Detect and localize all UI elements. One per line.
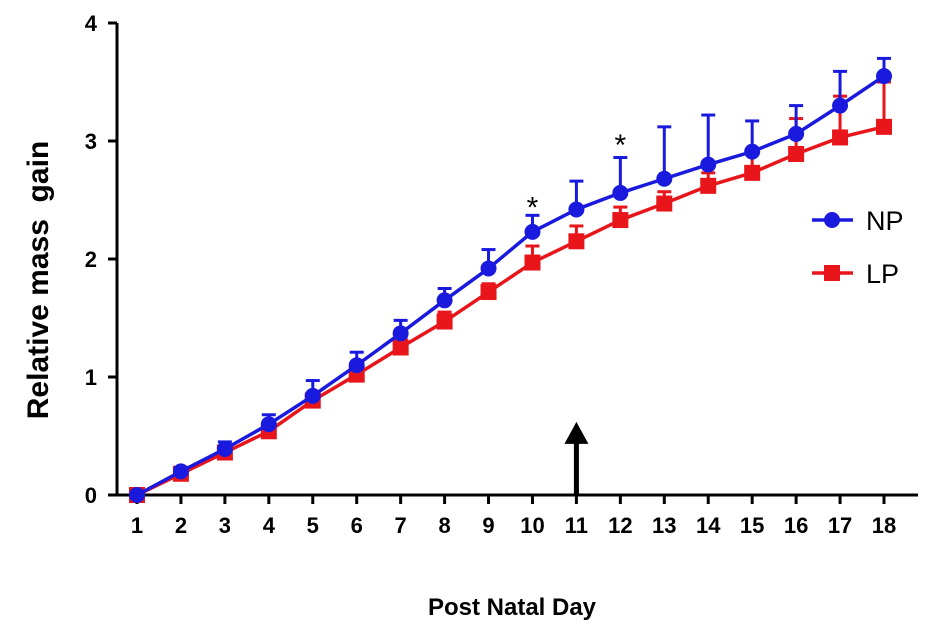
- lp-legend-marker: [824, 265, 840, 281]
- x-tick-label: 3: [219, 513, 231, 538]
- np-data-point: [832, 97, 849, 114]
- np-data-point: [700, 156, 717, 173]
- np-data-point: [480, 260, 497, 277]
- np-data-point: [876, 68, 892, 85]
- x-tick-label: 1: [131, 513, 143, 538]
- lp-data-point: [656, 195, 673, 212]
- x-tick-label: 15: [740, 513, 764, 538]
- np-data-point: [348, 357, 365, 374]
- x-tick-label: 8: [438, 513, 450, 538]
- lp-data-point: [876, 118, 892, 135]
- x-tick-label: 9: [482, 513, 494, 538]
- np-data-point: [392, 325, 409, 342]
- x-axis-label: Post Natal Day: [428, 594, 597, 621]
- lp-data-point: [788, 145, 805, 162]
- np-legend-marker: [824, 212, 840, 228]
- np-data-point: [524, 223, 541, 240]
- np-data-point: [304, 387, 321, 404]
- x-tick-label: 18: [872, 513, 896, 538]
- np-data-point: [612, 184, 629, 201]
- np-data-point: [172, 463, 189, 480]
- lp-data-point: [612, 212, 629, 229]
- significance-annotation: *: [527, 192, 539, 225]
- y-axis-label: Relative mass gain: [22, 141, 55, 419]
- lp-data-point: [436, 313, 453, 330]
- lp-data-point: [480, 284, 497, 301]
- y-tick-label: 3: [85, 129, 97, 154]
- y-tick-label: 0: [85, 483, 97, 508]
- y-tick-label: 4: [85, 11, 98, 36]
- lp-data-point: [568, 233, 585, 250]
- x-tick-label: 5: [307, 513, 319, 538]
- y-tick-label: 2: [85, 247, 97, 272]
- np-data-point: [656, 170, 673, 187]
- np-data-point: [216, 440, 233, 457]
- x-tick-label: 7: [395, 513, 407, 538]
- y-tick-label: 1: [85, 365, 97, 390]
- lp-data-point: [700, 177, 717, 194]
- np-data-point: [788, 125, 805, 142]
- lp-series-line: [136, 125, 885, 497]
- x-tick-label: 17: [828, 513, 852, 538]
- np-data-point: [568, 201, 585, 218]
- np-series-line: [136, 74, 885, 497]
- arrow-head: [564, 421, 589, 444]
- x-tick-label: 4: [263, 513, 276, 538]
- np-legend-label: NP: [866, 206, 904, 236]
- np-data-point: [260, 416, 277, 433]
- lp-legend-label: LP: [866, 259, 899, 289]
- x-tick-label: 10: [520, 513, 544, 538]
- np-data-point: [436, 292, 453, 309]
- np-data-point: [129, 487, 145, 503]
- x-tick-label: 13: [652, 513, 676, 538]
- x-tick-label: 2: [175, 513, 187, 538]
- lp-data-point: [832, 129, 849, 146]
- lp-data-point: [524, 254, 541, 271]
- significance-annotation: *: [615, 129, 627, 162]
- lp-data-point: [744, 164, 761, 181]
- x-tick-label: 6: [351, 513, 363, 538]
- x-tick-label: 16: [784, 513, 808, 538]
- np-data-point: [744, 143, 761, 160]
- x-tick-label: 12: [608, 513, 632, 538]
- x-tick-label: 14: [696, 513, 721, 538]
- lp-data-point: [392, 339, 409, 356]
- x-tick-label: 11: [565, 513, 588, 538]
